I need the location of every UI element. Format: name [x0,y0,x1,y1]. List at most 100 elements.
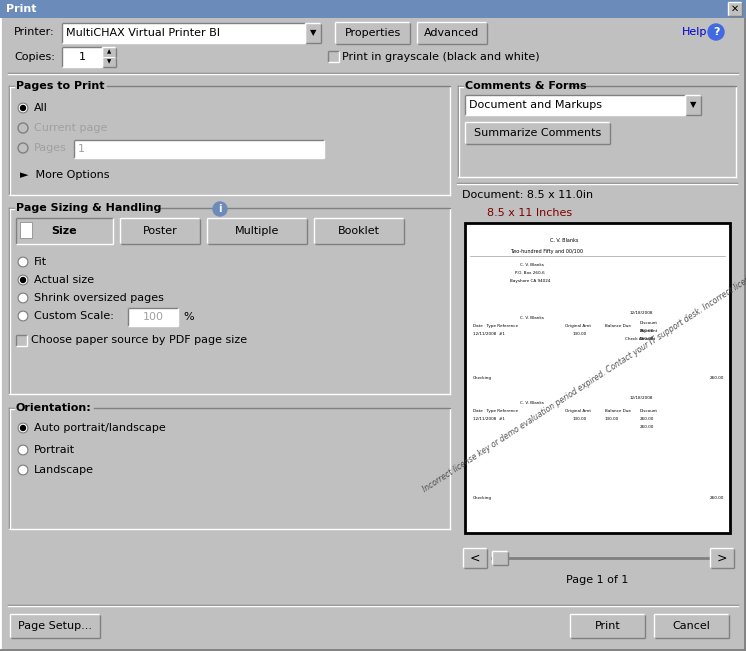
Text: Booklet: Booklet [338,226,380,236]
Text: Choose paper source by PDF page size: Choose paper source by PDF page size [31,335,247,345]
Bar [728,2,742,16]
Text: Auto portrait/landscape: Auto portrait/landscape [34,423,166,433]
Text: Two-hundred Fifty and 00/100: Two-hundred Fifty and 00/100 [510,249,583,253]
Text: C. V. Blanks: C. V. Blanks [520,401,544,405]
Bar [305,23,321,43]
Text: 130.00: 130.00 [573,332,587,336]
Text: Poster: Poster [142,226,178,236]
Text: <: < [470,551,480,564]
Text: >: > [717,551,727,564]
Text: Cancel: Cancel [673,621,710,631]
Text: ▼: ▼ [690,100,696,109]
Text: Page 1 of 1: Page 1 of 1 [565,575,628,585]
Bar [74,140,324,158]
Text: Portrait: Portrait [34,445,75,455]
Text: Comments & Forms: Comments & Forms [465,81,586,91]
Text: ►  More Options: ► More Options [20,170,110,180]
Text: Current page: Current page [34,123,107,133]
Text: 260.00: 260.00 [640,417,654,421]
Bar [457,540,737,590]
Text: ▼: ▼ [310,29,316,38]
Bar [654,614,729,638]
Text: Discount: Discount [640,409,658,413]
Bar [128,308,178,326]
Text: 260.00: 260.00 [710,496,724,500]
Text: Payment: Payment [640,329,658,333]
Bar [465,223,730,533]
Text: Original Amt: Original Amt [565,324,591,328]
Bar [335,22,410,44]
Text: Print: Print [6,4,37,14]
Text: Document and Markups: Document and Markups [469,100,602,110]
Bar [102,57,116,67]
Bar [492,551,508,565]
Circle shape [18,293,28,303]
Text: 130.00: 130.00 [605,417,619,421]
Text: Print in grayscale (black and white): Print in grayscale (black and white) [342,52,539,62]
Circle shape [18,143,28,153]
Bar [465,122,610,144]
Bar [328,51,339,62]
Text: Print: Print [595,621,621,631]
Text: Fit: Fit [34,257,47,267]
Text: C. V. Blanks: C. V. Blanks [520,263,544,267]
Bar [102,47,116,57]
Text: ▼: ▼ [107,59,111,64]
Text: Balance Due: Balance Due [605,409,631,413]
Text: MultiCHAX Virtual Printer BI: MultiCHAX Virtual Printer BI [66,28,220,38]
Text: 260.00: 260.00 [710,376,724,380]
Text: Original Amt: Original Amt [565,409,591,413]
Circle shape [18,275,28,285]
Text: C. V. Blanks: C. V. Blanks [550,238,578,243]
Bar [0,0,746,18]
Text: 8.5 x 11 Inches: 8.5 x 11 Inches [487,208,572,218]
Circle shape [20,105,25,111]
Text: Checking: Checking [473,376,492,380]
Text: Page Sizing & Handling: Page Sizing & Handling [16,203,161,213]
Text: Pages: Pages [34,143,67,153]
Bar [417,22,487,44]
Text: Balance Due: Balance Due [605,324,631,328]
Text: Incorrect license key or demo evaluation period expired. Contact your IT support: Incorrect license key or demo evaluation… [421,262,746,495]
Bar [465,95,685,115]
Text: Orientation:: Orientation: [16,403,92,413]
Text: Shrink oversized pages: Shrink oversized pages [34,293,164,303]
Text: 260.00: 260.00 [640,425,654,429]
Bar [570,614,645,638]
Text: Check Amount: Check Amount [625,337,655,341]
Text: i: i [219,204,222,214]
Bar [463,548,487,568]
Text: Printer:: Printer: [14,27,54,37]
Text: Help: Help [682,27,707,37]
Text: All: All [34,103,48,113]
Circle shape [18,423,28,433]
Bar [710,548,734,568]
Text: Date   Type Reference: Date Type Reference [473,409,518,413]
Circle shape [18,103,28,113]
Bar [685,95,701,115]
Text: Size: Size [51,226,78,236]
Bar [120,218,200,244]
Text: 1: 1 [78,52,86,62]
Text: 12/18/2008: 12/18/2008 [630,311,653,315]
Text: Pages to Print: Pages to Print [16,81,104,91]
Text: Discount: Discount [640,321,658,325]
Bar [10,614,100,638]
Text: 1: 1 [78,144,85,154]
Text: 12/18/2008: 12/18/2008 [630,396,653,400]
Text: Custom Scale:: Custom Scale: [34,311,114,321]
Text: ✕: ✕ [731,4,739,14]
Bar [8,200,451,395]
Bar [8,78,451,196]
Circle shape [18,311,28,321]
Text: Copies:: Copies: [14,52,55,62]
Text: C. V. Blanks: C. V. Blanks [520,316,544,320]
Text: 12/11/2008  #1: 12/11/2008 #1 [473,332,505,336]
Bar [207,218,307,244]
Text: Actual size: Actual size [34,275,94,285]
Text: Properties: Properties [345,28,401,38]
Bar [62,23,305,43]
Text: Date   Type Reference: Date Type Reference [473,324,518,328]
Text: 100: 100 [142,312,163,322]
Text: Document: 8.5 x 11.0in: Document: 8.5 x 11.0in [462,190,593,200]
